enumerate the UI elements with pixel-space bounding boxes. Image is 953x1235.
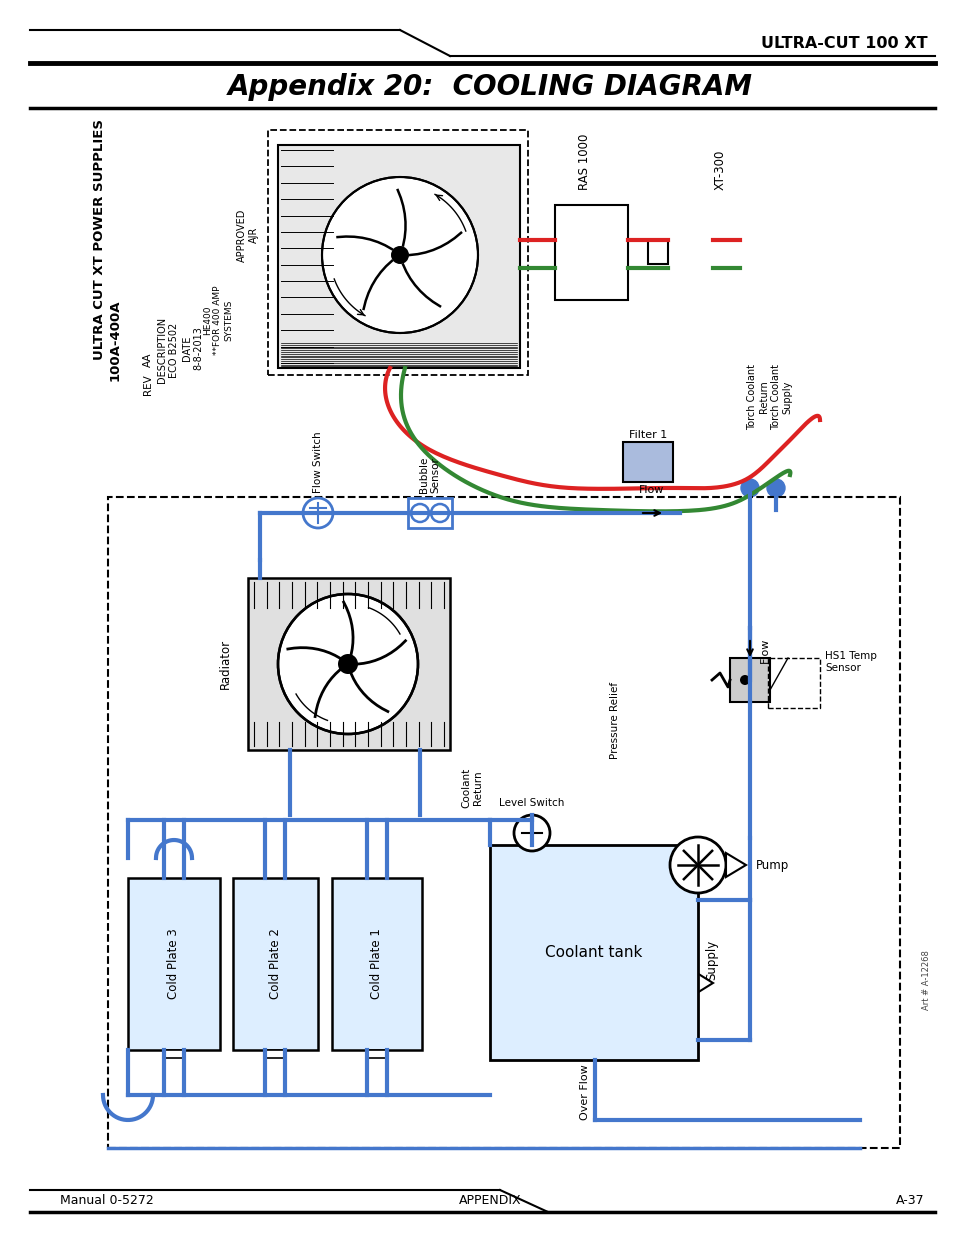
Text: XT-300: XT-300 [713,149,726,190]
Text: ULTRA CUT XT POWER SUPPLIES: ULTRA CUT XT POWER SUPPLIES [93,120,107,361]
Text: Pressure Relief: Pressure Relief [609,682,619,758]
Text: HS1 Temp
Sensor: HS1 Temp Sensor [824,651,876,673]
Text: DATE
8-8-2013: DATE 8-8-2013 [182,326,204,370]
Bar [408,498,452,529]
Text: DESCRIPTION
ECO B2502: DESCRIPTION ECO B2502 [157,317,178,383]
Text: Coolant
Return: Coolant Return [460,768,482,808]
Bar [128,878,220,1050]
Circle shape [766,479,784,496]
Text: Torch Coolant
Return: Torch Coolant Return [746,364,768,430]
Circle shape [669,837,725,893]
Bar [248,578,450,750]
Text: RAS 1000: RAS 1000 [578,133,591,190]
Bar [164,1050,184,1058]
Text: HE400
**FOR 400 AMP
SYSTEMS: HE400 **FOR 400 AMP SYSTEMS [203,285,233,354]
Text: Torch Coolant
Supply: Torch Coolant Supply [770,364,792,430]
Circle shape [740,479,759,496]
Text: 100A-400A: 100A-400A [109,299,121,380]
Bar [367,1050,387,1058]
Bar [233,878,317,1050]
Text: Manual 0-5272: Manual 0-5272 [60,1194,153,1208]
Text: Flow Switch: Flow Switch [313,431,323,493]
Circle shape [277,594,417,734]
Text: Cold Plate 3: Cold Plate 3 [168,929,180,999]
Circle shape [322,177,477,333]
Text: Level Switch: Level Switch [498,798,564,808]
Text: Cold Plate 1: Cold Plate 1 [370,929,383,999]
Bar [332,878,421,1050]
Text: Radiator: Radiator [219,638,232,689]
Text: Art # A-12268: Art # A-12268 [922,950,930,1010]
Text: Flow: Flow [639,485,664,495]
Bar [265,1050,285,1058]
Text: Supply: Supply [704,940,718,981]
Text: APPENDIX: APPENDIX [458,1194,520,1208]
Bar [622,442,672,482]
Text: Filter 1: Filter 1 [628,430,666,440]
Text: REV: REV [143,374,152,395]
Text: Over Flow: Over Flow [579,1065,589,1120]
Text: APPROVED
AJR: APPROVED AJR [237,209,258,262]
Bar [647,240,667,264]
Bar [729,658,769,701]
Text: Bubble
Sensor: Bubble Sensor [418,457,440,493]
Text: Appendix 20:  COOLING DIAGRAM: Appendix 20: COOLING DIAGRAM [227,73,752,101]
Text: AA: AA [143,353,152,367]
Bar [268,130,527,375]
Text: A-37: A-37 [896,1194,924,1208]
Text: Coolant tank: Coolant tank [545,945,642,960]
Text: Flow: Flow [760,637,769,663]
Bar [555,205,627,300]
Circle shape [303,498,333,529]
Bar [490,845,698,1060]
Polygon shape [725,853,745,877]
Bar [767,658,820,708]
Circle shape [337,655,357,674]
Circle shape [740,676,749,685]
Bar [277,144,519,368]
Text: ULTRA-CUT 100 XT: ULTRA-CUT 100 XT [760,36,927,51]
Circle shape [391,246,409,264]
Text: Pump: Pump [755,858,788,872]
Text: Cold Plate 2: Cold Plate 2 [269,929,282,999]
Bar [108,496,899,1149]
Polygon shape [667,955,712,1011]
Circle shape [514,815,550,851]
